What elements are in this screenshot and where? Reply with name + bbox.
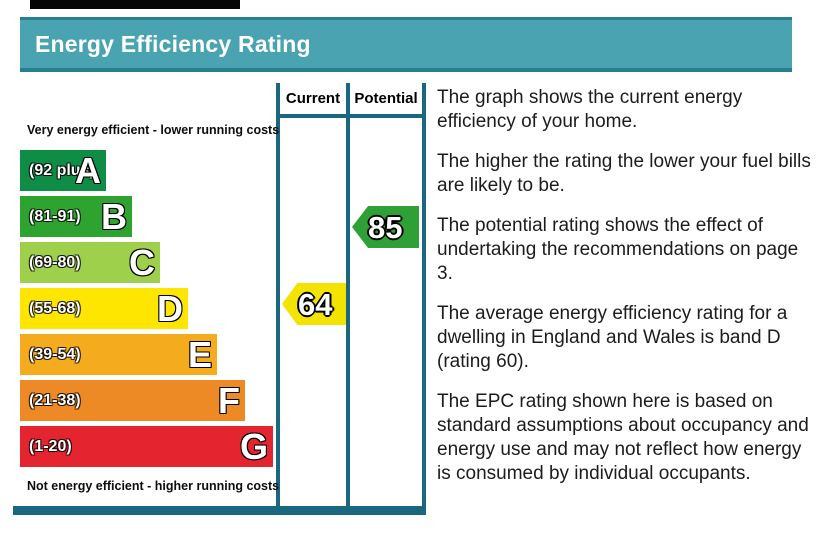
chart-bottom-bar	[13, 506, 426, 515]
header-bar: Energy Efficiency Rating	[20, 17, 792, 72]
band-letter: B	[101, 195, 127, 237]
band-row-c: (69-80) C	[20, 242, 160, 283]
band-letter: G	[239, 425, 268, 467]
description-paragraph: The average energy efficiency rating for…	[437, 303, 788, 372]
band-row-b: (81-91) B	[20, 196, 132, 237]
band-range-label: (81-91)	[29, 207, 81, 225]
caption-very-efficient: Very energy efficient - lower running co…	[27, 123, 280, 137]
band-range-label: (1-20)	[29, 437, 72, 455]
caption-not-efficient: Not energy efficient - higher running co…	[27, 479, 280, 493]
current-rating-arrow: 64	[282, 283, 346, 325]
description-paragraph: The potential rating shows the effect of…	[437, 215, 799, 284]
band-letter: F	[218, 379, 240, 421]
description-panel: The graph shows the current energy effic…	[437, 86, 815, 502]
scan-artifact-bar	[30, 0, 240, 9]
band-range-label: (69-80)	[29, 253, 81, 271]
energy-efficiency-chart: Current Potential Very energy efficient …	[13, 83, 426, 515]
column-header-potential: Potential	[354, 90, 418, 107]
current-rating-value: 64	[298, 286, 333, 322]
band-letter: D	[157, 287, 183, 329]
potential-rating-arrow: 85	[352, 206, 419, 248]
band-range-label: (55-68)	[29, 299, 81, 317]
band-row-a: (92 plus) A	[20, 150, 106, 191]
page-title: Energy Efficiency Rating	[35, 30, 311, 57]
band-letter: E	[187, 333, 212, 375]
band-row-e: (39-54) E	[20, 334, 217, 375]
chart-right-border	[422, 83, 426, 506]
rating-bands: (92 plus) A (81-91) B (69-80) C (55-68) …	[20, 150, 276, 472]
current-column-left-border	[276, 83, 280, 506]
column-header-underline	[276, 114, 426, 118]
current-potential-divider	[346, 83, 350, 506]
band-letter: A	[75, 149, 101, 191]
band-letter: C	[129, 241, 155, 283]
band-range-label: (39-54)	[29, 345, 81, 363]
description-paragraph: The higher the rating the lower your fue…	[437, 151, 811, 196]
band-row-d: (55-68) D	[20, 288, 188, 329]
band-row-g: (1-20) G	[20, 426, 273, 467]
band-range-label: (21-38)	[29, 391, 81, 409]
column-header-current: Current	[285, 90, 341, 107]
band-range-label: (92 plus)	[29, 161, 95, 179]
band-row-f: (21-38) F	[20, 380, 245, 421]
description-paragraph: The EPC rating shown here is based on st…	[437, 391, 809, 484]
potential-rating-value: 85	[368, 209, 403, 245]
description-paragraph: The graph shows the current energy effic…	[437, 87, 743, 132]
